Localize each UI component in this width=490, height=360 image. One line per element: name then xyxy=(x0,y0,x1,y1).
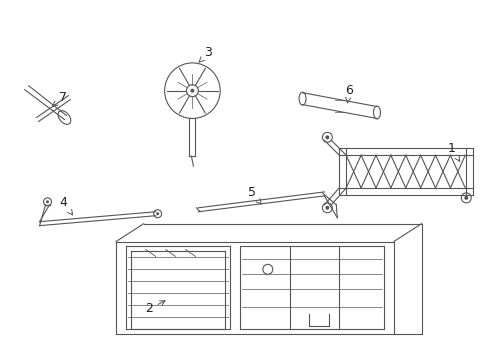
Circle shape xyxy=(465,196,468,200)
Circle shape xyxy=(46,201,49,203)
Text: 5: 5 xyxy=(248,186,261,204)
Text: 6: 6 xyxy=(345,84,353,103)
Text: 2: 2 xyxy=(145,301,165,315)
Circle shape xyxy=(156,212,159,215)
Circle shape xyxy=(325,135,329,139)
Text: 7: 7 xyxy=(52,91,68,106)
Circle shape xyxy=(325,206,329,210)
Circle shape xyxy=(191,89,195,93)
Text: 1: 1 xyxy=(447,142,460,161)
Text: 4: 4 xyxy=(59,196,73,215)
Text: 3: 3 xyxy=(199,46,212,62)
